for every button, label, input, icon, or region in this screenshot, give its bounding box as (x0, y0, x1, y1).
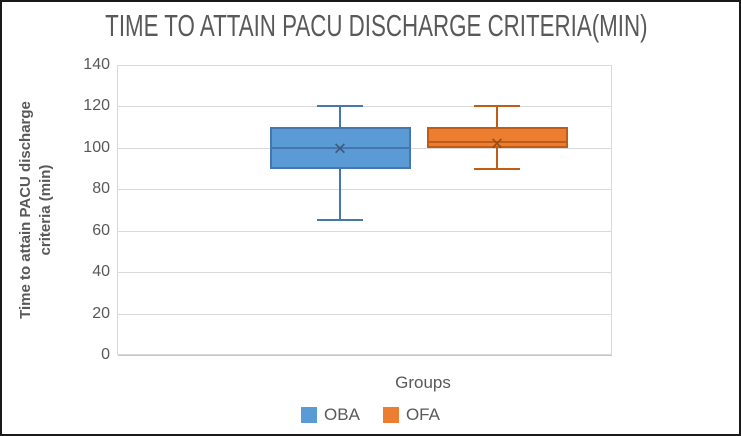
y-axis-title: Time to attain PACU discharge criteria (… (17, 101, 54, 319)
y-tick-label: 20 (92, 304, 110, 322)
legend-swatch-oba (301, 407, 318, 423)
max-cap-ofa (474, 105, 520, 108)
median-line-ofa (426, 140, 568, 143)
upper-whisker-ofa (496, 106, 498, 128)
min-cap-ofa (474, 167, 520, 170)
max-cap-oba (317, 105, 363, 108)
upper-whisker-oba (339, 106, 341, 128)
y-tick-label: 80 (92, 180, 110, 198)
median-line-oba (269, 146, 411, 149)
gridline (118, 230, 612, 232)
y-tick-label: 60 (92, 221, 110, 239)
legend-swatch-ofa (382, 407, 399, 423)
y-tick-label: 120 (83, 97, 110, 115)
legend-label-ofa: OFA (405, 405, 440, 424)
lower-whisker-oba (339, 168, 341, 221)
legend-label-oba: OBA (324, 405, 360, 424)
min-cap-oba (317, 219, 363, 222)
legend-item-oba: OBA (301, 405, 360, 425)
mean-marker-oba: ✕ (332, 139, 348, 159)
legend-item-ofa: OFA (382, 405, 440, 425)
y-tick-label: 0 (101, 346, 110, 363)
lower-whisker-ofa (496, 147, 498, 169)
gridline (118, 106, 612, 108)
x-axis-title: Groups (395, 373, 451, 392)
gridline (118, 189, 612, 191)
y-tick-label: 40 (92, 263, 110, 281)
gridline (118, 355, 612, 356)
y-tick-label: 140 (83, 56, 110, 73)
y-tick-label: 100 (83, 138, 110, 156)
gridline (118, 272, 612, 274)
legend: OBA OFA (2, 405, 739, 425)
gridline (118, 313, 612, 315)
plot-area (117, 65, 612, 356)
gridline (118, 65, 612, 66)
chart-title: TIME TO ATTAIN PACU DISCHARGE CRITERIA(M… (105, 8, 648, 43)
box-ofa (426, 127, 568, 148)
mean-marker-ofa: ✕ (489, 134, 505, 154)
